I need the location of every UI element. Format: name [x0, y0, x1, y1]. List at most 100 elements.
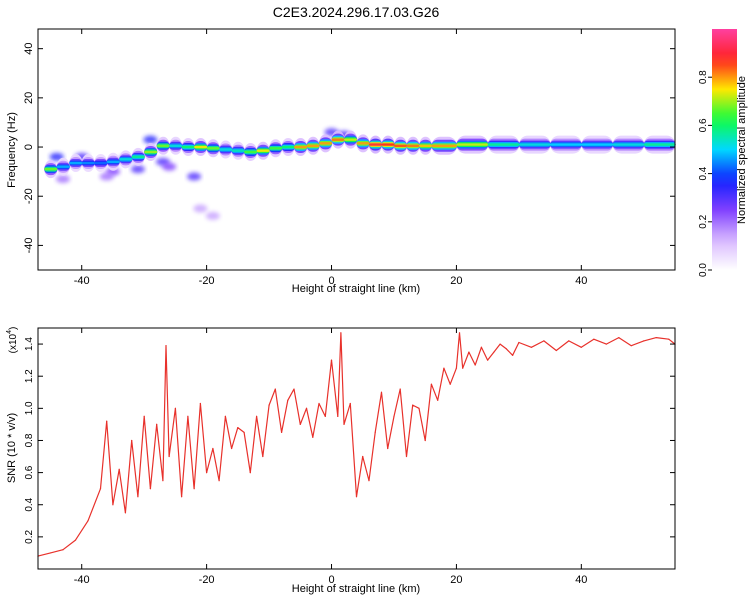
spectrogram-ridge-segment: [181, 145, 195, 149]
snr-data-point: [165, 345, 167, 347]
spectrogram-ridge-segment: [156, 144, 170, 148]
snr-data-point: [131, 439, 133, 442]
snr-data-point: [230, 447, 233, 450]
snr-data-point: [187, 415, 189, 417]
snr-y-tick-label: 1.0: [24, 401, 35, 415]
spectrogram-ridge-segment: [244, 150, 258, 154]
spectrogram-ridge-segment: [256, 149, 270, 152]
spectrogram-y-tick-label: -40: [23, 237, 35, 253]
snr-data-point: [206, 472, 208, 474]
snr-plot-area: [38, 328, 675, 569]
spectrogram-ridge-segment: [331, 138, 345, 141]
spectrogram-ridge-segment: [69, 161, 83, 165]
spectrogram-ridge-segment: [281, 145, 295, 149]
spectrogram-ridge-segment: [231, 149, 245, 152]
snr-data-point: [530, 346, 532, 348]
spectrogram-ridge-segment: [44, 167, 58, 171]
snr-data-point: [487, 359, 489, 361]
snr-x-axis-label: Height of straight line (km): [292, 583, 420, 595]
snr-data-point: [418, 407, 420, 409]
spectrogram-y-tick-label: 40: [23, 43, 35, 55]
spectrogram-ridge-segment: [550, 143, 582, 146]
spectrogram-ridge-segment: [119, 158, 133, 161]
colorbar-label: Normalized spectral amplitude: [736, 76, 748, 224]
snr-data-point: [62, 549, 64, 551]
snr-data-point: [362, 455, 364, 458]
snr-data-point: [493, 351, 495, 353]
snr-data-point: [593, 338, 595, 340]
snr-data-point: [405, 455, 408, 458]
snr-data-point: [543, 340, 545, 342]
spectrogram-ridge-segment: [194, 145, 208, 149]
snr-data-point: [274, 388, 276, 390]
spectrogram-ridge-segment: [612, 143, 645, 146]
snr-data-point: [112, 504, 114, 506]
spectrogram-x-tick-label: 40: [575, 275, 587, 287]
spectrogram-blob: [193, 204, 208, 213]
snr-x-tick-label: -40: [74, 574, 90, 586]
snr-x-ticks: -40 -20 0 20 40: [74, 328, 587, 586]
snr-data-point: [237, 427, 239, 429]
snr-data-point: [340, 332, 342, 334]
snr-data-point: [262, 455, 264, 458]
snr-data-point: [458, 332, 461, 334]
snr-data-point: [499, 343, 501, 345]
spectrogram-ridge-segment: [81, 161, 95, 165]
colorbar-tick-label: 0.6: [698, 118, 709, 132]
snr-data-point: [287, 399, 289, 401]
snr-data-point: [218, 480, 220, 482]
snr-data-point: [312, 436, 314, 438]
snr-data-point: [630, 345, 632, 347]
snr-data-point: [568, 340, 570, 342]
snr-data-point: [355, 496, 358, 498]
snr-data-point: [330, 359, 333, 361]
snr-y-tick-label: 0.8: [24, 433, 35, 447]
snr-data-point: [268, 404, 270, 406]
spectrogram-ridge-segment: [487, 143, 520, 146]
snr-data-point: [668, 338, 670, 340]
snr-x-tick-label: -20: [199, 574, 215, 586]
colorbar-gradient: [712, 29, 737, 270]
spectrogram-ridge-segment: [344, 138, 358, 141]
figure-title: C2E3.2024.296.17.03.G26: [273, 4, 440, 20]
spectrogram-ridge-segment: [319, 142, 333, 145]
spectrogram-ridge-segment: [106, 160, 120, 163]
snr-y-multiplier: (x104): [6, 327, 19, 354]
snr-data-point: [555, 349, 557, 352]
snr-data-point: [455, 367, 458, 369]
snr-frame: [37, 327, 676, 570]
spectrogram-blob: [130, 165, 145, 174]
snr-data-point: [174, 407, 176, 409]
snr-data-point: [137, 496, 139, 498]
spectrogram-ridge-segment: [219, 148, 233, 151]
snr-data-point: [49, 552, 52, 554]
snr-data-point: [181, 496, 183, 498]
snr-data-point: [449, 383, 451, 385]
snr-data-point: [412, 404, 414, 406]
snr-x-tick-label: 40: [575, 574, 587, 586]
snr-data-point: [324, 415, 326, 417]
spectrogram-y-tick-label: -20: [23, 188, 35, 204]
colorbar-tick-label: 0.8: [698, 70, 709, 84]
snr-data-point: [149, 488, 152, 490]
snr-data-point: [512, 354, 514, 356]
snr-data-point: [162, 480, 164, 482]
snr-y-ticks: 1.4 1.2 1.0 0.8 0.6 0.4 0.2: [24, 337, 675, 544]
spectrogram-blob: [187, 172, 202, 181]
snr-data-point: [255, 415, 258, 417]
spectrogram-x-ticks: -40 -20 0 20 40: [74, 29, 587, 287]
snr-data-point: [299, 423, 301, 425]
snr-x-tick-label: 20: [450, 574, 462, 586]
snr-y-axis-label: SNR (10 * v/v): [6, 413, 18, 483]
spectrogram-ridge-segment: [144, 150, 158, 154]
snr-data-point: [143, 415, 145, 417]
snr-data-point: [193, 488, 195, 490]
snr-data-point: [374, 431, 376, 434]
snr-data-point: [430, 383, 433, 385]
spectrogram-ridge-segment: [381, 143, 395, 146]
spectrogram-ridge-segment: [368, 143, 383, 146]
colorbar-tick-label: 0.4: [698, 166, 709, 180]
spectrogram-blob: [99, 172, 114, 181]
snr-data-point: [655, 337, 657, 339]
